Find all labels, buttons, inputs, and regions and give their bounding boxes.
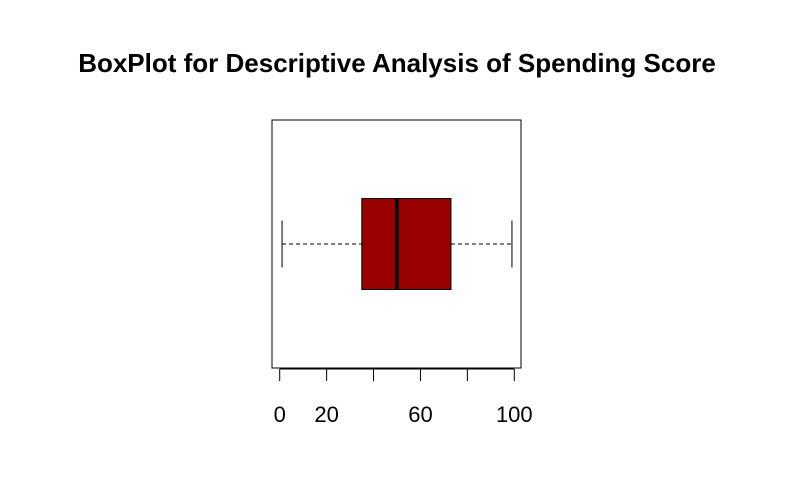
plot-frame [271, 119, 522, 369]
chart-title: BoxPlot for Descriptive Analysis of Spen… [78, 48, 716, 78]
x-axis: 0 20 60 100 [274, 368, 533, 427]
x-tick-label-60: 60 [408, 402, 432, 427]
x-tick-label-100: 100 [496, 402, 533, 427]
x-tick-label-20: 20 [314, 402, 338, 427]
x-tick-label-0: 0 [274, 402, 286, 427]
iqr-box [361, 198, 452, 290]
box-layer [281, 198, 513, 290]
